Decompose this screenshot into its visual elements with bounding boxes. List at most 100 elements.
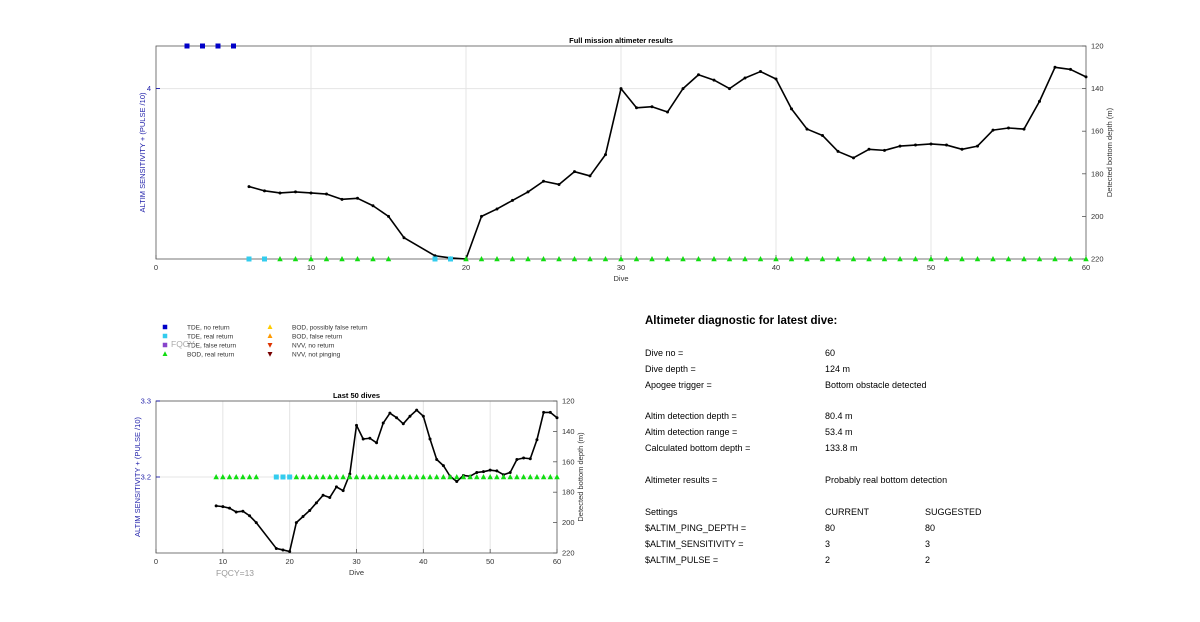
diagnostic-row: Altimeter results = Probably real bottom … bbox=[645, 475, 1165, 487]
marker-point bbox=[474, 474, 480, 480]
marker-point bbox=[1083, 256, 1089, 262]
marker-point bbox=[680, 256, 686, 262]
top-chart: 0 10 20 30 40 50 60 4 120 140 160 180 200 220 Full mis… bbox=[138, 36, 1114, 283]
marker-point bbox=[487, 474, 493, 480]
y-right-tick-label: 220 bbox=[562, 549, 575, 558]
diagnostic-row: Dive no = 60 bbox=[645, 348, 1165, 360]
marker-point bbox=[273, 474, 279, 480]
depth-point bbox=[340, 197, 344, 201]
depth-point bbox=[852, 156, 855, 160]
depth-point bbox=[1007, 126, 1010, 130]
depth-point bbox=[515, 458, 519, 462]
depth-point bbox=[1053, 65, 1057, 69]
diagnostic-value: Bottom obstacle detected bbox=[825, 380, 927, 390]
depth-point bbox=[371, 204, 375, 208]
depth-point bbox=[555, 416, 559, 420]
depth-point bbox=[325, 192, 328, 196]
settings-current: 80 bbox=[825, 523, 836, 533]
marker-point bbox=[407, 474, 413, 480]
y-right-tick-label: 220 bbox=[1091, 255, 1104, 264]
depth-point bbox=[475, 470, 479, 474]
settings-suggested: SUGGESTED bbox=[925, 507, 982, 517]
marker-point bbox=[354, 256, 361, 262]
depth-point bbox=[435, 458, 439, 462]
depth-point bbox=[288, 549, 292, 553]
y-right-tick-label: 120 bbox=[1091, 42, 1104, 51]
x-tick-label: 0 bbox=[154, 557, 158, 566]
depth-point bbox=[991, 128, 995, 132]
settings-name: $ALTIM_SENSITIVITY = bbox=[645, 539, 744, 549]
y-left-axis-label: ALTIM SENSITIVITY + (PULSE /10) bbox=[133, 417, 142, 537]
marker-point bbox=[974, 256, 981, 262]
marker-point bbox=[547, 474, 554, 480]
depth-point bbox=[495, 207, 499, 211]
y-right-tick-label: 160 bbox=[562, 457, 575, 466]
depth-point bbox=[428, 437, 432, 441]
depth-point bbox=[914, 143, 917, 147]
marker-point bbox=[320, 474, 326, 480]
diagnostic-value: Probably real bottom detection bbox=[825, 475, 948, 485]
marker-point bbox=[300, 474, 306, 480]
depth-point bbox=[774, 77, 778, 81]
legend-label: BOD, possibly false return bbox=[292, 325, 368, 332]
y-right-tick-label: 140 bbox=[1091, 84, 1104, 93]
settings-row: $ALTIM_PING_DEPTH = 80 80 bbox=[645, 523, 1165, 535]
depth-point bbox=[334, 485, 338, 489]
depth-point bbox=[976, 144, 979, 148]
depth-point bbox=[1038, 99, 1041, 103]
depth-point bbox=[228, 506, 232, 510]
depth-point bbox=[355, 423, 358, 427]
depth-point bbox=[263, 189, 266, 193]
marker-point bbox=[277, 256, 283, 262]
marker-point bbox=[990, 256, 996, 262]
depth-point bbox=[604, 153, 607, 157]
diagnostic-label: Altim detection depth = bbox=[645, 411, 737, 421]
marker-point bbox=[912, 256, 919, 262]
marker-point bbox=[220, 474, 226, 480]
depth-point bbox=[301, 515, 305, 519]
depth-point bbox=[619, 87, 623, 91]
marker-point bbox=[323, 256, 330, 262]
marker-point bbox=[500, 474, 507, 480]
settings-name: $ALTIM_PING_DEPTH = bbox=[645, 523, 747, 533]
depth-point bbox=[314, 501, 318, 505]
depth-point bbox=[697, 73, 700, 77]
depth-point bbox=[522, 456, 526, 460]
depth-point bbox=[294, 190, 297, 194]
depth-point bbox=[681, 87, 685, 91]
marker-point bbox=[1005, 256, 1012, 262]
diagnostic-value: 60 bbox=[825, 348, 836, 358]
depth-line bbox=[216, 409, 558, 553]
depth-point bbox=[836, 149, 840, 153]
x-tick-label: 0 bbox=[154, 263, 158, 272]
settings-name: $ALTIM_PULSE = bbox=[645, 555, 719, 565]
depth-point bbox=[375, 441, 379, 445]
marker-point bbox=[233, 474, 239, 480]
y-left-tick-label: 3.3 bbox=[141, 397, 151, 406]
depth-point bbox=[508, 470, 512, 474]
marker-point bbox=[246, 474, 253, 480]
marker-point bbox=[440, 474, 447, 480]
diagnostic-row: Calculated bottom depth = 133.8 m bbox=[645, 443, 1165, 455]
diagnostic-label: Altim detection range = bbox=[645, 427, 738, 437]
x-tick-label: 40 bbox=[419, 557, 427, 566]
marker-point bbox=[540, 474, 547, 480]
marker-point bbox=[413, 474, 420, 480]
depth-point bbox=[883, 148, 886, 152]
depth-point bbox=[415, 408, 419, 412]
fqcy-overlap-label: FQCY bbox=[171, 339, 195, 349]
marker-point bbox=[339, 256, 345, 262]
fqcy-label: FQCY=13 bbox=[216, 568, 254, 578]
marker-point bbox=[380, 474, 386, 480]
x-tick-label: 10 bbox=[219, 557, 227, 566]
marker-point bbox=[943, 256, 950, 262]
depth-point bbox=[408, 414, 412, 418]
depth-point bbox=[488, 468, 492, 472]
depth-point bbox=[455, 480, 459, 484]
y-right-tick-label: 200 bbox=[1091, 212, 1104, 221]
x-tick-label: 20 bbox=[462, 263, 470, 272]
depth-point bbox=[1022, 127, 1026, 131]
marker-point bbox=[554, 474, 560, 480]
legend-marker bbox=[162, 333, 168, 339]
marker-point bbox=[454, 474, 460, 480]
